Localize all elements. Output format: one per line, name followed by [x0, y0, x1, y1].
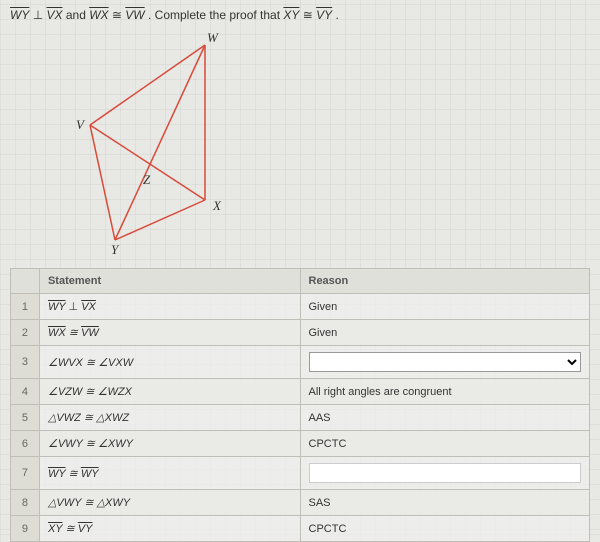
row-number: 3	[11, 346, 40, 379]
svg-text:W: W	[207, 30, 219, 45]
table-row: 3∠WVX ≅ ∠VXW	[11, 346, 590, 379]
statement-cell: WY ≅ WY	[39, 457, 300, 490]
svg-text:Z: Z	[143, 172, 151, 187]
table-row: 2WX ≅ VWGiven	[11, 320, 590, 346]
reason-cell	[300, 346, 590, 379]
text-mid: . Complete the proof that	[148, 8, 283, 22]
seg-vy: VY	[316, 8, 332, 22]
header-blank	[11, 269, 40, 294]
table-row: 9XY ≅ VYCPCTC	[11, 516, 590, 542]
reason-cell: CPCTC	[300, 431, 590, 457]
cong-symbol-2: ≅	[303, 8, 313, 22]
reason-cell	[300, 457, 590, 490]
statement-cell: △VWY ≅ △XWY	[39, 490, 300, 516]
seg-vx: VX	[46, 8, 62, 22]
table-row: 6∠VWY ≅ ∠XWYCPCTC	[11, 431, 590, 457]
reason-select[interactable]	[309, 352, 582, 372]
seg-vw: VW	[125, 8, 144, 22]
table-row: 1WY ⊥ VXGiven	[11, 294, 590, 320]
table-row: 7WY ≅ WY	[11, 457, 590, 490]
statement-cell: ∠WVX ≅ ∠VXW	[39, 346, 300, 379]
row-number: 6	[11, 431, 40, 457]
header-reason: Reason	[300, 269, 590, 294]
geometry-diagram: W V X Y Z	[50, 30, 590, 258]
reason-cell: AAS	[300, 405, 590, 431]
text-end: .	[336, 8, 339, 22]
cong-symbol: ≅	[112, 8, 122, 22]
proof-table: Statement Reason 1WY ⊥ VXGiven2WX ≅ VWGi…	[10, 268, 590, 542]
table-row: 5△VWZ ≅ △XWZAAS	[11, 405, 590, 431]
perp-symbol: ⊥	[33, 8, 43, 22]
table-row: 8△VWY ≅ △XWYSAS	[11, 490, 590, 516]
reason-cell: CPCTC	[300, 516, 590, 542]
statement-cell: WY ⊥ VX	[39, 294, 300, 320]
seg-wx: WX	[89, 8, 108, 22]
header-statement: Statement	[39, 269, 300, 294]
reason-cell: Given	[300, 320, 590, 346]
svg-text:Y: Y	[111, 242, 120, 255]
row-number: 5	[11, 405, 40, 431]
svg-text:V: V	[76, 117, 86, 132]
row-number: 4	[11, 379, 40, 405]
reason-cell: All right angles are congruent	[300, 379, 590, 405]
statement-cell: ∠VWY ≅ ∠XWY	[39, 431, 300, 457]
statement-cell: ∠VZW ≅ ∠WZX	[39, 379, 300, 405]
reason-cell: Given	[300, 294, 590, 320]
problem-prompt: WY ⊥ VX and WX ≅ VW . Complete the proof…	[10, 8, 590, 22]
seg-xy: XY	[283, 8, 299, 22]
statement-cell: XY ≅ VY	[39, 516, 300, 542]
row-number: 9	[11, 516, 40, 542]
row-number: 8	[11, 490, 40, 516]
seg-wy: WY	[10, 8, 29, 22]
statement-cell: WX ≅ VW	[39, 320, 300, 346]
row-number: 7	[11, 457, 40, 490]
row-number: 2	[11, 320, 40, 346]
row-number: 1	[11, 294, 40, 320]
svg-text:X: X	[212, 198, 222, 213]
reason-input[interactable]	[309, 463, 582, 483]
text-and: and	[66, 8, 89, 22]
statement-cell: △VWZ ≅ △XWZ	[39, 405, 300, 431]
table-row: 4∠VZW ≅ ∠WZXAll right angles are congrue…	[11, 379, 590, 405]
reason-cell: SAS	[300, 490, 590, 516]
